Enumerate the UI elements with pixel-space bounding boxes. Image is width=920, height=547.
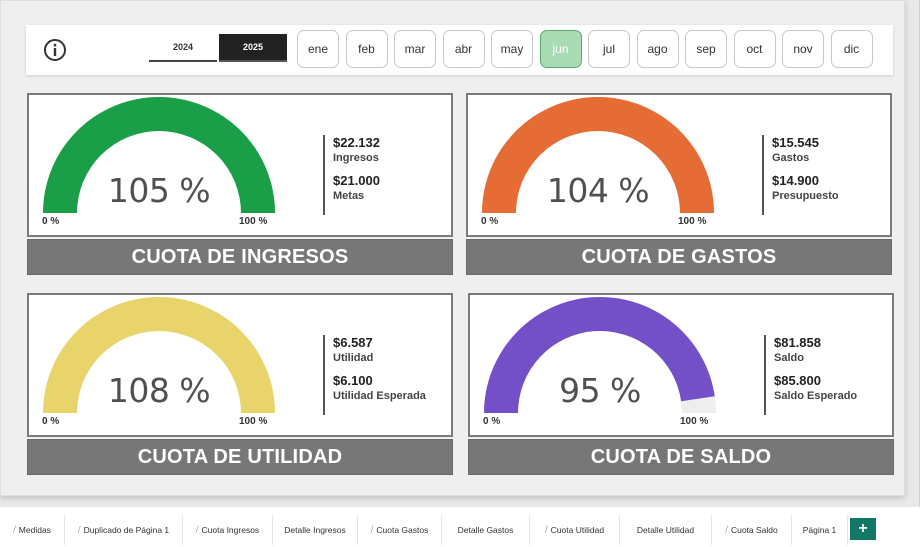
kpi-card-ingresos: 105 % 0 % 100 % $22.132 Ingresos $21.000…: [27, 93, 453, 237]
kpi-card-utilidad: 108 % 0 % 100 % $6.587 Utilidad $6.100 U…: [27, 293, 453, 437]
gauge-fill: [43, 297, 275, 413]
month-button-dic[interactable]: dic: [830, 30, 873, 68]
gauge-max-label: 100 %: [678, 216, 707, 227]
kpi-actual-value: $22.132: [333, 135, 380, 150]
page-tab[interactable]: Página 1: [792, 515, 848, 545]
gauge-max-label: 100 %: [239, 416, 268, 427]
kpi-values: $81.858 Saldo $85.800 Saldo Esperado: [764, 335, 857, 415]
gauge-utilidad: 108 % 0 % 100 %: [39, 295, 279, 427]
kpi-actual-label: Ingresos: [333, 152, 379, 164]
kpi-actual-label: Saldo: [774, 352, 804, 364]
gauge-max-label: 100 %: [239, 216, 268, 227]
kpi-actual-value: $6.587: [333, 335, 373, 350]
page-tab-label: Cuota Ingresos: [201, 525, 260, 535]
hidden-page-icon: ⧸: [13, 525, 16, 534]
page-tab[interactable]: Detalle Gastos: [442, 515, 530, 545]
page-tab[interactable]: ⧸ Cuota Gastos: [358, 515, 442, 545]
month-button-feb[interactable]: feb: [345, 30, 388, 68]
gauge-max-label: 100 %: [680, 416, 709, 427]
gauge-min-label: 0 %: [42, 416, 60, 427]
hidden-page-icon: ⧸: [544, 525, 548, 534]
gauge-percent: 104 %: [546, 171, 650, 210]
kpi-target-label: Metas: [333, 190, 365, 202]
kpi-actual-label: Utilidad: [333, 352, 374, 364]
page-tab-label: Detalle Utilidad: [636, 525, 695, 535]
page-tab-label: Detalle Ingresos: [284, 525, 346, 535]
gauge-percent: 105 %: [107, 171, 211, 210]
kpi-target-value: $21.000: [333, 173, 380, 188]
page-tab[interactable]: ⧸ Medidas: [0, 515, 65, 545]
month-button-nov[interactable]: nov: [782, 30, 824, 68]
month-button-abr[interactable]: abr: [442, 30, 485, 68]
gauge-percent: 95 %: [559, 371, 641, 410]
page-tab[interactable]: Detalle Utilidad: [620, 515, 712, 545]
card-title-ingresos: CUOTA DE INGRESOS: [27, 239, 453, 275]
gauge-min-label: 0 %: [42, 216, 60, 227]
gauge-fill: [43, 97, 275, 213]
month-button-may[interactable]: may: [491, 30, 533, 68]
page-tab-bar: ⧸ Medidas ⧸ Duplicado de Página 1 ⧸ Cuota Ing…: [0, 515, 920, 547]
add-page-button[interactable]: +: [850, 518, 876, 540]
month-button-ene[interactable]: ene: [297, 30, 339, 68]
year-slicer: 2024 2025: [149, 34, 287, 64]
gauge-saldo: 95 % 0 % 100 %: [480, 295, 720, 427]
card-title-utilidad: CUOTA DE UTILIDAD: [27, 439, 453, 475]
gauge-min-label: 0 %: [483, 416, 501, 427]
month-button-sep[interactable]: sep: [685, 30, 727, 68]
year-button-2025[interactable]: 2025: [219, 34, 287, 62]
page-tab[interactable]: ⧸ Cuota Saldo: [712, 515, 792, 545]
year-button-2024[interactable]: 2024: [149, 34, 217, 62]
kpi-target-value: $6.100: [333, 373, 373, 388]
kpi-values: $6.587 Utilidad $6.100 Utilidad Esperada: [323, 335, 426, 415]
page-tab[interactable]: ⧸ Cuota Utilidad: [530, 515, 620, 545]
gauge-min-label: 0 %: [481, 216, 499, 227]
page-tab-label: Página 1: [802, 525, 837, 535]
page-tab-label: Cuota Utilidad: [550, 525, 605, 535]
gauge-ingresos: 105 % 0 % 100 %: [39, 95, 279, 227]
kpi-target-value: $14.900: [772, 173, 819, 188]
kpi-actual-value: $81.858: [774, 335, 821, 350]
gauge-percent: 108 %: [107, 371, 211, 410]
month-button-jul[interactable]: jul: [588, 30, 630, 68]
month-button-ago[interactable]: ago: [636, 30, 679, 68]
gauge-fill: [482, 97, 714, 213]
gauge-fill: [484, 297, 715, 413]
kpi-values: $22.132 Ingresos $21.000 Metas: [323, 135, 380, 215]
gauge-gastos: 104 % 0 % 100 %: [478, 95, 718, 227]
kpi-target-label: Utilidad Esperada: [333, 390, 426, 402]
filter-bar: 2024 2025 ene feb mar abr may jun jul ago sep oct…: [26, 25, 893, 75]
kpi-card-gastos: 104 % 0 % 100 % $15.545 Gastos $14.900 P…: [466, 93, 892, 237]
page-tab[interactable]: ⧸ Cuota Ingresos: [183, 515, 273, 545]
kpi-values: $15.545 Gastos $14.900 Presupuesto: [762, 135, 839, 215]
info-circle-icon[interactable]: [43, 38, 67, 62]
month-button-oct[interactable]: oct: [733, 30, 776, 68]
card-title-saldo: CUOTA DE SALDO: [468, 439, 894, 475]
hidden-page-icon: ⧸: [77, 525, 81, 534]
hidden-page-icon: ⧸: [725, 525, 728, 534]
hidden-page-icon: ⧸: [370, 525, 374, 534]
report-page: 2024 2025 ene feb mar abr may jun jul ago sep oct…: [0, 0, 905, 496]
hidden-page-icon: ⧸: [195, 525, 199, 534]
kpi-target-label: Saldo Esperado: [774, 390, 858, 402]
kpi-target-value: $85.800: [774, 373, 821, 388]
page-tab-label: Detalle Gastos: [457, 525, 514, 535]
kpi-actual-label: Gastos: [772, 152, 810, 164]
month-button-mar[interactable]: mar: [394, 30, 436, 68]
page-tab-label: Cuota Gastos: [376, 525, 429, 535]
kpi-actual-value: $15.545: [772, 135, 819, 150]
kpi-target-label: Presupuesto: [772, 190, 839, 202]
month-button-jun[interactable]: jun: [539, 30, 582, 68]
page-tab-label: Cuota Saldo: [730, 525, 778, 535]
page-tab-label: Medidas: [18, 525, 51, 535]
page-tab-label: Duplicado de Página 1: [83, 525, 170, 535]
gauge-arc: [43, 297, 275, 413]
gauge-arc: [484, 297, 716, 413]
page-tab[interactable]: Detalle Ingresos: [273, 515, 358, 545]
report-canvas: 2024 2025 ene feb mar abr may jun jul ago sep oct…: [0, 0, 920, 507]
gauge-arc: [482, 97, 714, 213]
kpi-card-saldo: 95 % 0 % 100 % $81.858 Saldo $85.800 Sal…: [468, 293, 894, 437]
page-tab[interactable]: ⧸ Duplicado de Página 1: [65, 515, 183, 545]
card-title-gastos: CUOTA DE GASTOS: [466, 239, 892, 275]
gauge-arc: [43, 97, 275, 213]
